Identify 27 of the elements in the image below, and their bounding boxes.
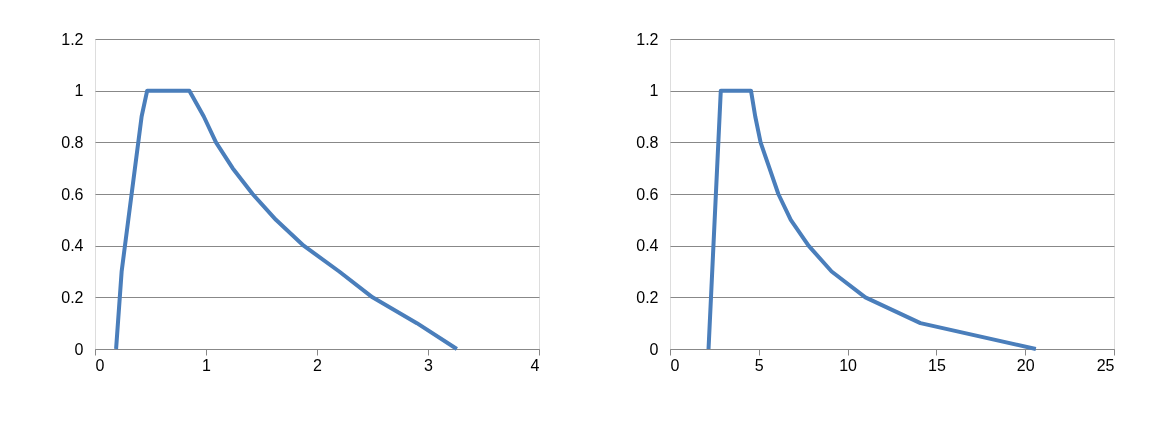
line-series [706, 88, 1038, 351]
x-tick-label: 15 [928, 356, 946, 374]
x-tick-label: 20 [1016, 356, 1035, 374]
y-tick-label: 0.8 [636, 133, 659, 151]
x-tick-label: 10 [839, 356, 858, 374]
x-tick-label: 0 [670, 356, 680, 374]
x-tick-label: 1 [202, 356, 212, 374]
line-series [114, 88, 459, 351]
y-tick-label: 0.2 [636, 288, 659, 306]
x-tick-label: 25 [1096, 356, 1115, 374]
x-tick-label: 5 [754, 356, 764, 374]
y-tick-label: 0.2 [61, 288, 84, 306]
x-tick-label: 4 [530, 356, 540, 374]
x-tick-label: 2 [313, 356, 323, 374]
x-tick-label: 3 [424, 356, 434, 374]
y-tick-label: 1.2 [61, 30, 84, 48]
y-tick-label: 0.4 [636, 237, 659, 255]
y-tick-label: 0.6 [61, 185, 84, 203]
y-tick-label: 0.6 [636, 185, 659, 203]
y-tick-label: 0.8 [61, 133, 84, 151]
y-tick-label: 1.2 [636, 30, 659, 48]
y-tick-label: 1 [74, 82, 84, 100]
y-tick-label: 1 [649, 82, 659, 100]
y-tick-label: 0 [74, 340, 84, 358]
y-tick-label: 0 [649, 340, 659, 358]
x-tick-label: 0 [95, 356, 105, 374]
y-tick-label: 0.4 [61, 237, 84, 255]
